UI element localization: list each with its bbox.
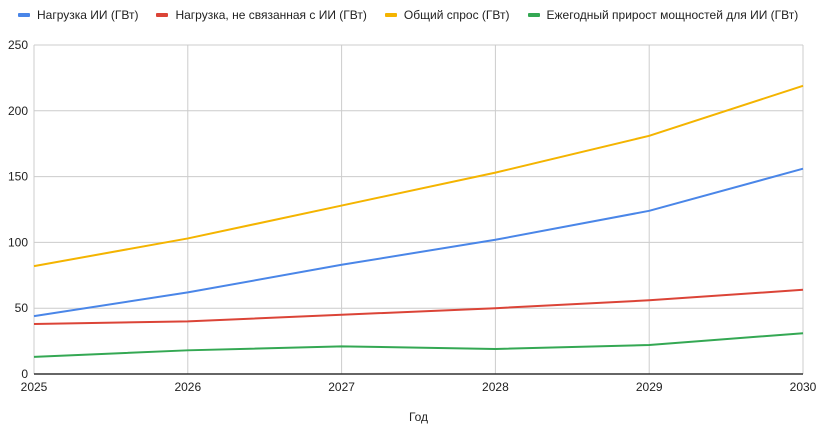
y-tick-label: 100 [8,235,28,249]
series-line-2 [33,84,804,268]
legend: Нагрузка ИИ (ГВт) Нагрузка, не связанная … [18,8,798,22]
y-tick-label: 200 [8,104,28,118]
legend-swatch [527,13,540,17]
y-tick-label: 50 [15,301,29,315]
series-line-3 [33,332,804,358]
legend-item[interactable]: Ежегодный прирост мощностей для ИИ (ГВт) [527,8,799,22]
x-tick-label: 2030 [790,380,817,394]
y-tick-label: 150 [8,170,28,184]
y-tick-label: 0 [21,367,28,381]
legend-item[interactable]: Нагрузка, не связанная с ИИ (ГВт) [156,8,367,22]
legend-label: Нагрузка, не связанная с ИИ (ГВт) [175,8,367,22]
legend-label: Нагрузка ИИ (ГВт) [37,8,139,22]
series-line-1 [33,288,804,325]
x-tick-label: 2027 [328,380,355,394]
legend-label: Общий спрос (ГВт) [403,8,510,22]
x-tick-label: 2029 [636,380,663,394]
series-line-0 [33,167,804,318]
legend-label: Ежегодный прирост мощностей для ИИ (ГВт) [546,8,799,22]
x-tick-label: 2026 [174,380,201,394]
legend-swatch [384,13,397,17]
legend-swatch [156,13,169,17]
legend-swatch [18,13,30,17]
legend-item[interactable]: Общий спрос (ГВт) [384,8,510,22]
x-tick-label: 2028 [482,380,509,394]
legend-item[interactable]: Нагрузка ИИ (ГВт) [18,8,138,22]
x-tick-label: 2025 [21,380,48,394]
x-axis-title: Год [409,410,428,424]
y-tick-label: 250 [8,38,28,52]
